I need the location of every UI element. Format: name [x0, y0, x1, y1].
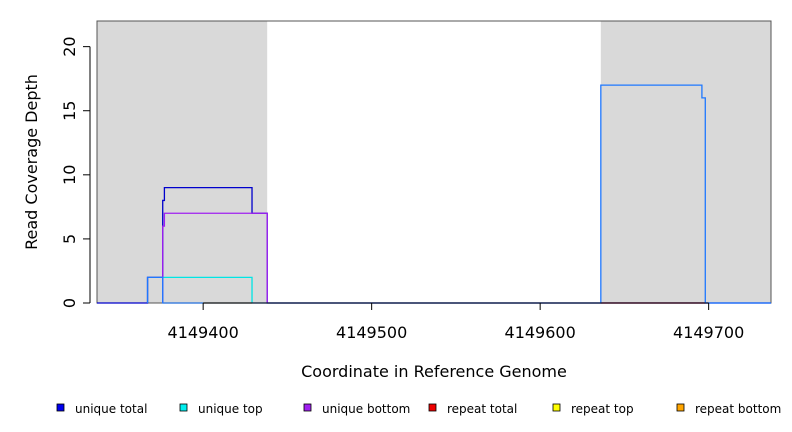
- series-line-unique-bottom: [162, 212, 268, 303]
- x-tick-label: 4149400: [168, 323, 239, 342]
- x-tick-label: 4149500: [336, 323, 407, 342]
- legend-swatch-repeat-top: [552, 403, 561, 412]
- y-tick-label: 5: [60, 234, 79, 244]
- legend-label-repeat-top: repeat top: [571, 402, 634, 416]
- legend-swatch-repeat-total: [428, 403, 437, 412]
- series-line-unnamed-6: [146, 84, 771, 304]
- legend-swatch-unique-top: [179, 403, 188, 412]
- x-axis: 4149400 4149500 4149600 4149700: [168, 302, 744, 342]
- y-tick-label: 10: [60, 165, 79, 185]
- legend-label-unique-total: unique total: [75, 402, 147, 416]
- legend-label-repeat-total: repeat total: [447, 402, 517, 416]
- x-axis-title: Coordinate in Reference Genome: [301, 362, 567, 381]
- legend-swatch-unique-total: [56, 403, 65, 412]
- shaded-region-2: [600, 21, 771, 303]
- y-tick-label: 0: [60, 298, 79, 308]
- y-tick-label: 20: [60, 36, 79, 56]
- legend-label-unique-top: unique top: [198, 402, 263, 416]
- legend-swatch-unique-bottom: [303, 403, 312, 412]
- y-tick-label: 15: [60, 101, 79, 121]
- y-axis: 0 5 10 15 20: [60, 36, 91, 308]
- shaded-region-1: [97, 21, 268, 303]
- legend-label-unique-bottom: unique bottom: [322, 402, 410, 416]
- legend-label-repeat-bottom: repeat bottom: [695, 402, 781, 416]
- legend-swatch-repeat-bottom: [676, 403, 685, 412]
- y-axis-title: Read Coverage Depth: [22, 74, 41, 250]
- x-tick-label: 4149700: [673, 323, 744, 342]
- x-tick-label: 4149600: [505, 323, 576, 342]
- legend: unique total unique top unique bottom repea…: [56, 402, 781, 416]
- shaded-regions: [97, 21, 771, 303]
